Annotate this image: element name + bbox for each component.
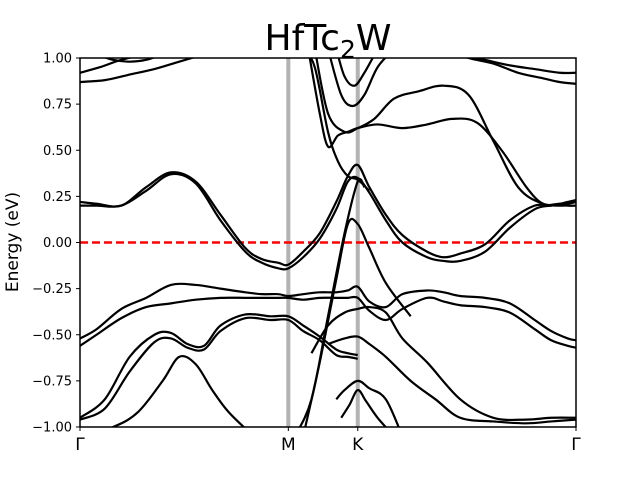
band-line-5	[80, 282, 576, 342]
bands-group	[80, 58, 576, 427]
band-line-14	[335, 379, 400, 427]
x-tick-label-0: Γ	[75, 435, 85, 455]
band-line-16	[337, 58, 374, 87]
y-tick-label-7: 0.75	[43, 98, 72, 113]
band-line-22	[464, 58, 576, 85]
band-line-12	[310, 305, 576, 422]
y-tick-label-4: 0.00	[43, 236, 72, 251]
x-tick-label-2: K	[352, 435, 364, 455]
chart-title: HfTc2W	[265, 18, 392, 64]
y-tick-label-0: −1.00	[32, 421, 72, 436]
y-tick-label-3: −0.25	[32, 282, 72, 297]
band-line-18	[315, 58, 576, 207]
band-line-4	[80, 172, 576, 271]
band-line-8	[80, 316, 358, 421]
band-line-11	[304, 217, 412, 427]
band-line-2	[80, 58, 196, 84]
band-line-17	[329, 58, 387, 108]
y-tick-label-8: 1.00	[43, 52, 72, 67]
band-line-13	[327, 335, 576, 425]
y-axis-label: Energy (eV)	[3, 192, 23, 292]
x-tick-label-3: Γ	[571, 435, 581, 455]
band-line-21	[471, 58, 576, 75]
band-line-6	[80, 295, 576, 349]
y-tick-label-2: −0.50	[32, 328, 72, 343]
band-line-3	[80, 163, 576, 267]
x-tick-label-1: M	[281, 435, 296, 455]
band-line-15	[340, 389, 388, 427]
y-axis-ticks: −1.00 −0.75 −0.50 −0.25 0.00 0.25 0.50 0.75 1.00	[32, 52, 80, 436]
y-tick-label-5: 0.25	[43, 190, 72, 205]
band-line-9	[109, 354, 246, 427]
y-tick-label-1: −0.75	[32, 374, 72, 389]
y-tick-label-6: 0.50	[43, 144, 72, 159]
band-line-7	[80, 312, 358, 419]
band-line-20	[309, 58, 371, 192]
band-line-0	[103, 58, 156, 63]
band-line-1	[80, 58, 134, 74]
